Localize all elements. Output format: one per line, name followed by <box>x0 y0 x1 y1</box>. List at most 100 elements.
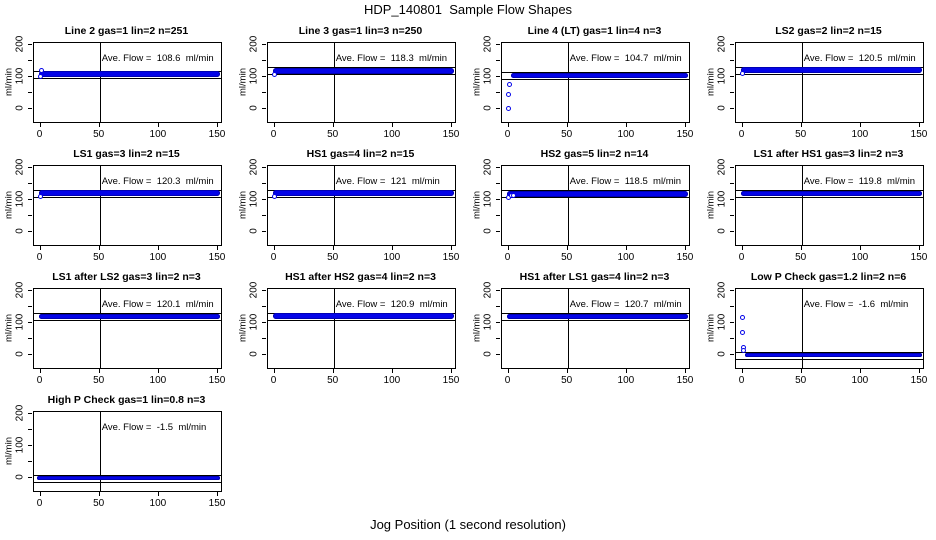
y-tick-mark <box>730 230 734 232</box>
y-tick-mark <box>28 321 32 323</box>
y-tick-label: 100 <box>482 67 494 85</box>
y-tick-mark <box>28 337 32 339</box>
tolerance-line <box>736 66 923 68</box>
y-tick-mark <box>28 428 32 430</box>
x-tick-label: 0 <box>738 252 745 263</box>
y-tick-label: 0 <box>14 104 26 111</box>
x-tick-label: 50 <box>327 252 339 263</box>
x-tick-label: 50 <box>561 252 573 263</box>
x-tick-mark <box>800 369 802 373</box>
y-tick-mark <box>496 337 500 339</box>
x-tick-mark <box>800 123 802 127</box>
ave-flow-annotation: Ave. Flow = 120.1 ml/min <box>101 299 214 310</box>
y-tick-label: 0 <box>248 104 260 111</box>
x-tick-mark <box>157 492 159 496</box>
y-tick-mark <box>28 91 32 93</box>
y-tick-mark <box>262 182 266 184</box>
x-tick-label: 150 <box>910 375 928 386</box>
y-axis-label: ml/min <box>471 67 483 96</box>
y-tick-label: 200 <box>482 35 494 53</box>
data-point <box>37 73 43 79</box>
y-tick-mark <box>262 353 266 355</box>
ave-flow-annotation: Ave. Flow = 104.7 ml/min <box>569 53 682 64</box>
x-tick-label: 0 <box>36 129 43 140</box>
subplot-title: LS1 after LS2 gas=3 lin=2 n=3 <box>52 271 201 283</box>
y-tick-label: 200 <box>482 158 494 176</box>
tolerance-line <box>268 74 455 76</box>
y-axis-label: ml/min <box>3 313 15 342</box>
y-tick-label: 0 <box>482 104 494 111</box>
data-point <box>505 92 511 98</box>
y-tick-mark <box>262 166 266 168</box>
x-tick-label: 150 <box>910 129 928 140</box>
x-tick-mark <box>625 369 627 373</box>
x-tick-mark <box>919 369 920 373</box>
tolerance-line <box>34 474 221 476</box>
subplot-title: HS2 gas=5 lin=2 n=14 <box>540 148 649 160</box>
y-tick-label: 100 <box>248 190 260 208</box>
y-tick-label: 100 <box>248 67 260 85</box>
x-tick-label: 50 <box>561 375 573 386</box>
y-tick-mark <box>28 305 32 307</box>
y-axis-label: ml/min <box>471 313 483 342</box>
vertical-reference-line <box>99 43 101 122</box>
subplot: High P Check gas=1 lin=0.8 n=3 ml/min Av… <box>0 389 234 512</box>
x-tick-mark <box>332 369 334 373</box>
y-axis-label: ml/min <box>3 190 15 219</box>
tolerance-line <box>34 481 221 483</box>
x-tick-mark <box>98 369 100 373</box>
y-tick-mark <box>730 214 734 216</box>
x-tick-mark <box>273 246 275 250</box>
y-tick-mark <box>496 198 500 200</box>
x-tick-label: 100 <box>149 252 167 263</box>
ave-flow-annotation: Ave. Flow = -1.5 ml/min <box>101 422 207 433</box>
vertical-reference-line <box>99 289 101 368</box>
flow-data-band <box>272 313 454 319</box>
tolerance-line <box>34 189 221 191</box>
plot-box <box>267 288 456 369</box>
x-axis-title: Jog Position (1 second resolution) <box>370 517 566 532</box>
x-tick-mark <box>217 492 218 496</box>
y-tick-mark <box>496 59 500 61</box>
y-tick-label: 100 <box>14 67 26 85</box>
x-tick-mark <box>859 369 861 373</box>
y-axis-label: ml/min <box>705 313 717 342</box>
x-tick-label: 50 <box>93 129 105 140</box>
subplot: Low P Check gas=1.2 lin=2 n=6 ml/min Ave… <box>702 266 936 389</box>
plot-box <box>735 42 924 123</box>
y-tick-label: 200 <box>482 281 494 299</box>
x-tick-label: 0 <box>504 129 511 140</box>
tolerance-line <box>502 312 689 314</box>
y-tick-label: 0 <box>716 350 728 357</box>
y-tick-label: 0 <box>482 350 494 357</box>
x-tick-label: 150 <box>442 252 460 263</box>
x-tick-mark <box>391 123 393 127</box>
y-tick-label: 100 <box>248 313 260 331</box>
y-tick-label: 0 <box>482 227 494 234</box>
tolerance-line <box>34 196 221 198</box>
y-tick-mark <box>28 198 32 200</box>
y-tick-label: 0 <box>716 104 728 111</box>
y-tick-mark <box>730 198 734 200</box>
x-tick-label: 150 <box>208 375 226 386</box>
x-tick-mark <box>741 123 743 127</box>
x-tick-label: 0 <box>738 375 745 386</box>
x-tick-label: 50 <box>795 252 807 263</box>
x-tick-label: 150 <box>442 375 460 386</box>
subplot: Line 2 gas=1 lin=2 n=251 ml/min Ave. Flo… <box>0 20 234 143</box>
plot-box <box>501 42 690 123</box>
vertical-reference-line <box>333 289 335 368</box>
tolerance-line <box>268 312 455 314</box>
x-tick-mark <box>625 246 627 250</box>
plot-box <box>501 288 690 369</box>
data-point <box>506 81 512 87</box>
tolerance-line <box>268 196 455 198</box>
flow-data-band <box>38 190 220 197</box>
y-tick-mark <box>730 337 734 339</box>
subplot: HS1 after HS2 gas=4 lin=2 n=3 ml/min Ave… <box>234 266 468 389</box>
subplot: LS1 gas=3 lin=2 n=15 ml/min Ave. Flow = … <box>0 143 234 266</box>
x-tick-label: 100 <box>617 252 635 263</box>
y-tick-mark <box>28 353 32 355</box>
subplot-title: Line 2 gas=1 lin=2 n=251 <box>64 25 189 37</box>
y-tick-mark <box>730 321 734 323</box>
